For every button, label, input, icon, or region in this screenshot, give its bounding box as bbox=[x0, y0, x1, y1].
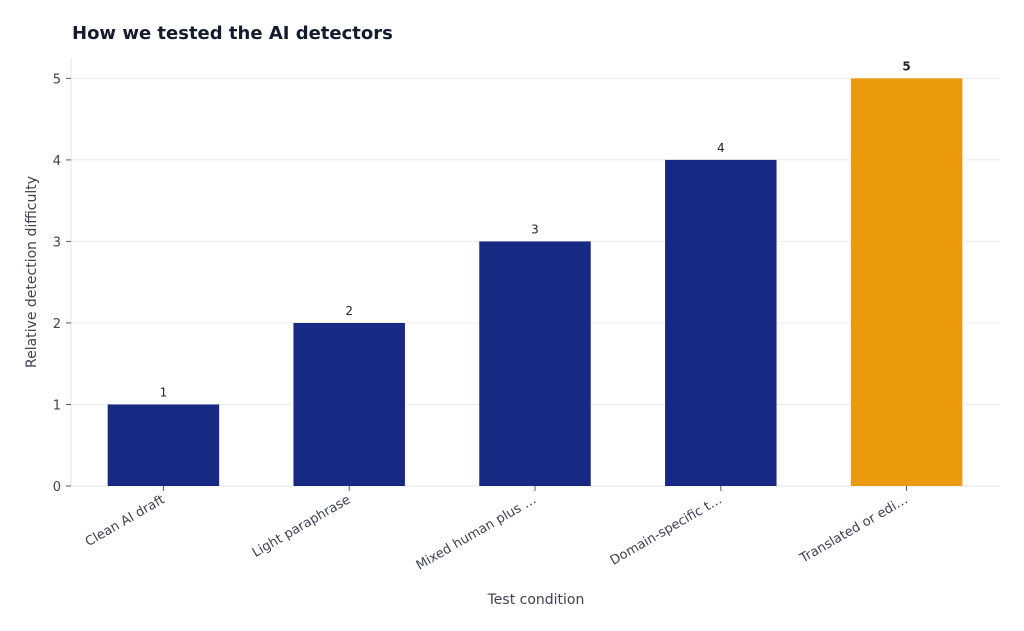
x-tick-label: Clean AI draft bbox=[83, 492, 167, 549]
value-labels: 1 2 3 4 5 bbox=[160, 59, 911, 399]
value-label-2: 2 bbox=[345, 304, 353, 318]
value-label-3: 3 bbox=[531, 222, 539, 236]
x-tick-label: Light paraphrase bbox=[250, 492, 353, 560]
y-tick-label: 0 bbox=[53, 480, 61, 495]
value-label-5: 5 bbox=[902, 59, 910, 73]
value-label-1: 1 bbox=[160, 385, 168, 399]
y-tick-label: 2 bbox=[53, 317, 61, 332]
x-axis-ticks: Clean AI draft Light paraphrase Mixed huma… bbox=[83, 486, 911, 573]
x-tick-label: Translated or edi… bbox=[797, 492, 911, 566]
y-tick-label: 3 bbox=[53, 235, 61, 250]
y-tick-label: 4 bbox=[53, 154, 61, 169]
bar-5 bbox=[850, 78, 963, 486]
x-tick-label: Domain-specific t… bbox=[608, 492, 725, 568]
x-tick-label: Mixed human plus … bbox=[414, 492, 539, 573]
y-tick-label: 1 bbox=[53, 398, 61, 413]
x-axis-title: Test condition bbox=[487, 592, 585, 608]
bars bbox=[107, 78, 963, 486]
bar-4 bbox=[665, 159, 777, 486]
value-label-4: 4 bbox=[717, 141, 725, 155]
chart-title: How we tested the AI detectors bbox=[72, 23, 393, 44]
y-axis-ticks: 0 1 2 3 4 5 bbox=[53, 72, 71, 495]
bar-1 bbox=[107, 404, 220, 486]
y-tick-label: 5 bbox=[53, 72, 61, 87]
bar-2 bbox=[293, 322, 405, 486]
y-axis-title: Relative detection difficulty bbox=[24, 176, 40, 368]
bar-3 bbox=[479, 241, 591, 486]
